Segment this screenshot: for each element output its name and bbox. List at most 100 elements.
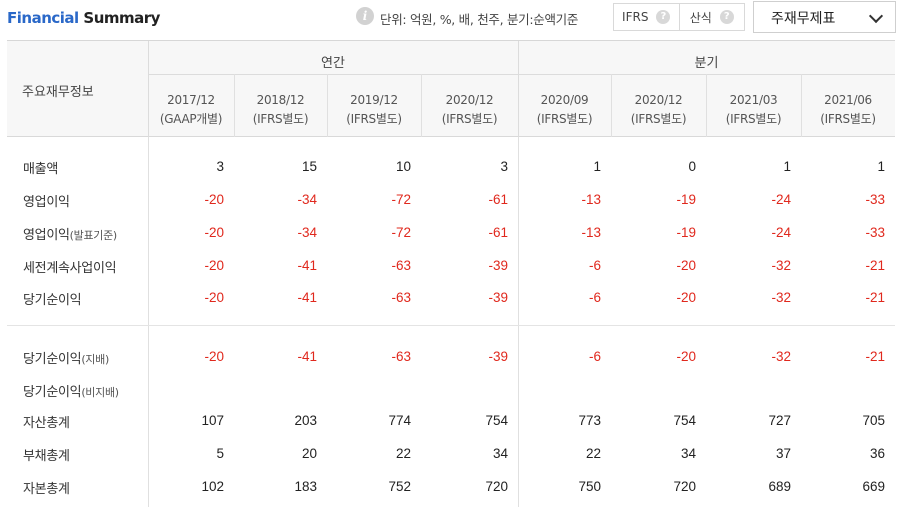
corner-label: 주요재무정보	[22, 85, 94, 100]
table-cell: 22	[395, 446, 411, 461]
row-label-main: 당기순이익	[23, 352, 82, 367]
table-cell: 20	[301, 446, 317, 461]
column-date: 2020/09	[540, 93, 589, 107]
table-cell: 102	[201, 479, 224, 494]
table-cell: -6	[588, 258, 601, 273]
table-cell: -20	[676, 349, 696, 364]
column-standard: (IFRS별도)	[536, 112, 593, 126]
chevron-down-icon	[868, 8, 884, 24]
table-cell: -20	[204, 290, 224, 305]
row-label: 세전계속사업이익	[23, 257, 117, 276]
dropdown-label: 주재무제표	[771, 11, 836, 27]
row-label-sub: (지배)	[81, 353, 109, 366]
row-label-main: 영업이익	[23, 195, 70, 210]
table-cell: 34	[680, 446, 696, 461]
table-cell: -20	[204, 258, 224, 273]
table-cell: -6	[588, 290, 601, 305]
row-label-main: 부채총계	[23, 449, 70, 464]
row-label-main: 자본총계	[23, 482, 70, 497]
header-divider	[148, 41, 149, 137]
statement-type-dropdown[interactable]: 주재무제표	[753, 1, 896, 33]
table-cell: 727	[768, 413, 791, 428]
column-date: 2018/12	[256, 93, 305, 107]
row-label-main: 영업이익	[23, 228, 70, 243]
table-cell: 720	[485, 479, 508, 494]
help-icon[interactable]: ?	[719, 10, 734, 24]
table-cell: -39	[488, 349, 508, 364]
table-cell: -19	[676, 192, 696, 207]
table-cell: -34	[297, 225, 317, 240]
body-divider	[148, 137, 149, 507]
table-cell: -32	[771, 349, 791, 364]
table-cell: 752	[388, 479, 411, 494]
table-cell: 183	[294, 479, 317, 494]
row-label-sub: (비지배)	[81, 386, 119, 399]
table-cell: -72	[391, 192, 411, 207]
table-cell: -21	[865, 290, 885, 305]
table-cell: -61	[488, 225, 508, 240]
row-label-main: 자산총계	[23, 416, 70, 431]
table-cell: 203	[294, 413, 317, 428]
column-standard: (IFRS별도)	[630, 112, 687, 126]
row-label: 부채총계	[23, 445, 70, 464]
table-cell: 107	[201, 413, 224, 428]
column-date: 2020/12	[445, 93, 494, 107]
table-cell: -32	[771, 290, 791, 305]
table-cell: 36	[869, 446, 885, 461]
table-cell: -20	[204, 192, 224, 207]
column-standard: (IFRS별도)	[820, 112, 876, 126]
table-cell: -24	[771, 192, 791, 207]
unit-text: 단위: 억원, %, 배, 천주, 분기:순액기준	[380, 12, 579, 27]
table-cell: -21	[865, 258, 885, 273]
table-cell: -61	[488, 192, 508, 207]
row-label: 자산총계	[23, 412, 70, 431]
row-label-main: 당기순이익	[23, 385, 82, 400]
ifrs-label: IFRS	[622, 10, 649, 24]
annual-group-label: 연간	[321, 56, 345, 71]
row-label: 당기순이익	[23, 289, 82, 308]
table-cell: -39	[488, 290, 508, 305]
ifrs-formula-toggle: IFRS ? 산식 ?	[613, 3, 745, 31]
column-date: 2021/03	[729, 93, 778, 107]
header-group-divider	[148, 74, 895, 75]
page-title: Financial Summary	[7, 9, 160, 27]
table-cell: -34	[297, 192, 317, 207]
table-cell: 1	[593, 159, 601, 174]
formula-option[interactable]: 산식 ?	[678, 4, 745, 30]
section-divider	[7, 325, 895, 326]
table-cell: -33	[865, 192, 885, 207]
table-cell: -20	[676, 290, 696, 305]
table-cell: -41	[297, 349, 317, 364]
table-cell: -39	[488, 258, 508, 273]
table-cell: -63	[391, 349, 411, 364]
column-date: 2019/12	[350, 93, 398, 107]
header-col-divider	[234, 74, 235, 137]
info-icon[interactable]: i	[356, 7, 374, 25]
table-cell: -72	[391, 225, 411, 240]
table-cell: 689	[768, 479, 791, 494]
table-cell: -6	[588, 349, 601, 364]
table-cell: 754	[673, 413, 696, 428]
table-cell: -19	[676, 225, 696, 240]
table-cell: -63	[391, 258, 411, 273]
table-header	[7, 41, 895, 137]
table-cell: -20	[204, 225, 224, 240]
table-cell: 1	[877, 159, 885, 174]
row-label-main: 세전계속사업이익	[23, 261, 117, 276]
financial-summary-table: 주요재무정보 연간 분기 2017/12 (GAAP개별) 2018/12 (IFRS…	[7, 40, 895, 507]
row-label: 당기순이익(지배)	[23, 348, 109, 367]
column-standard: (GAAP개별)	[159, 112, 223, 126]
ifrs-option[interactable]: IFRS ?	[614, 4, 679, 30]
table-cell: -63	[391, 290, 411, 305]
header-col-divider	[801, 74, 802, 137]
help-icon[interactable]: ?	[656, 10, 671, 24]
header-col-divider	[706, 74, 707, 137]
summary-header: Financial Summary i 단위: 억원, %, 배, 천주, 분기…	[0, 0, 904, 40]
column-standard: (IFRS별도)	[252, 112, 309, 126]
table-cell: 669	[862, 479, 885, 494]
title-part2: Summary	[78, 9, 160, 27]
title-part1: Financial	[7, 9, 79, 27]
table-cell: -41	[297, 258, 317, 273]
table-cell: 3	[216, 159, 224, 174]
column-date: 2017/12	[167, 93, 215, 107]
